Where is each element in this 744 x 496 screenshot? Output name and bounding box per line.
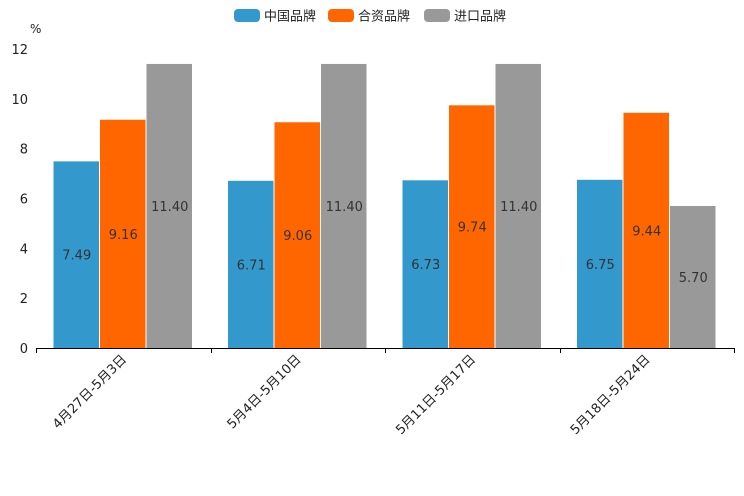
y-tick-label: 4 <box>20 242 28 257</box>
y-tick-label: 10 <box>11 93 28 108</box>
legend-label-2: 合资品牌 <box>358 9 410 25</box>
bar-3-1 <box>146 63 192 348</box>
bar-2-2 <box>274 122 320 348</box>
bar-1-3 <box>402 180 448 348</box>
bar-data-label: 9.06 <box>283 229 312 244</box>
legend-label-3: 进口品牌 <box>454 9 506 25</box>
x-tick-label: 5月18日-5月24日 <box>568 352 654 438</box>
bar-1-2 <box>228 180 274 348</box>
bar-data-label: 9.16 <box>109 228 138 243</box>
y-tick-label: 12 <box>11 43 28 58</box>
x-tick-label: 5月11日-5月17日 <box>393 352 479 438</box>
bar-3-4 <box>670 205 716 348</box>
bar-data-label: 9.44 <box>632 224 661 239</box>
bar-data-labels: 7.49 9.16 11.40 6.71 9.06 11.40 6.73 9.74 11.40 6… <box>62 200 707 286</box>
legend-swatch-1 <box>234 9 260 22</box>
bar-data-label: 5.70 <box>679 271 708 286</box>
x-tick-label: 5月4日-5月10日 <box>225 352 305 432</box>
bar-data-label: 6.73 <box>411 258 440 273</box>
bar-3-2 <box>321 63 367 348</box>
bar-data-label: 9.74 <box>458 221 487 236</box>
bars <box>53 63 716 348</box>
legend-label-1: 中国品牌 <box>264 9 316 25</box>
y-tick-label: 2 <box>20 292 28 307</box>
y-tick-label: 0 <box>20 342 28 357</box>
bar-data-label: 11.40 <box>500 200 537 215</box>
legend-swatch-2 <box>328 9 354 22</box>
bar-data-label: 7.49 <box>62 249 91 264</box>
bar-1-4 <box>577 179 623 348</box>
y-tick-label: 8 <box>20 143 28 158</box>
bar-data-label: 11.40 <box>326 200 363 215</box>
bar-2-1 <box>100 119 146 348</box>
y-axis: 0 2 4 6 8 10 12 <box>11 43 28 357</box>
x-axis: 4月27日-5月3日 5月4日-5月10日 5月11日-5月17日 5月18日-5月2… <box>36 348 735 438</box>
bar-1-1 <box>53 161 99 348</box>
bar-data-label: 6.71 <box>237 258 266 273</box>
y-tick-label: 6 <box>20 193 28 208</box>
y-axis-unit-label: % <box>30 22 41 36</box>
x-tick-label: 4月27日-5月3日 <box>50 352 130 432</box>
legend: 中国品牌 合资品牌 进口品牌 <box>234 9 506 25</box>
bar-data-label: 6.75 <box>586 258 615 273</box>
bar-3-3 <box>495 63 541 348</box>
bar-2-3 <box>449 105 495 348</box>
legend-swatch-3 <box>424 9 450 22</box>
bar-data-label: 11.40 <box>151 200 188 215</box>
bar-2-4 <box>623 112 669 348</box>
